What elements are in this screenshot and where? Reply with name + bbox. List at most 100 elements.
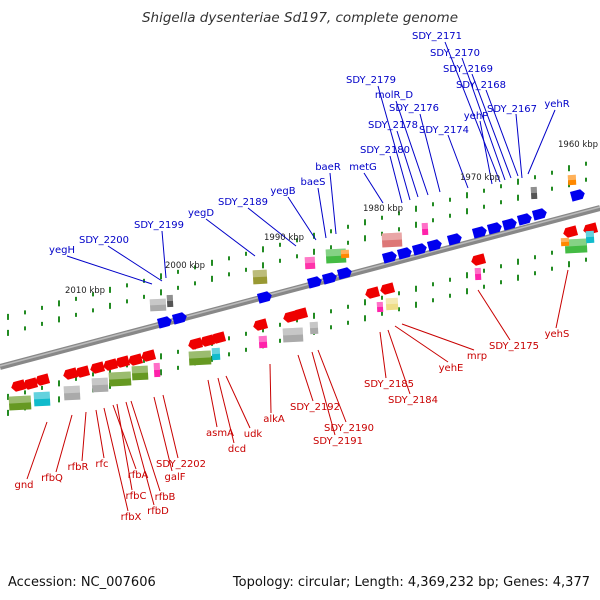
reverse-feature-box[interactable]	[560, 237, 570, 247]
gene-label-sdy-2192[interactable]: SDY_2192	[290, 402, 340, 413]
gene-label-sdy-2171[interactable]: SDY_2171	[412, 31, 462, 42]
forward-gene-arrow[interactable]	[501, 217, 518, 231]
forward-gene-arrow[interactable]	[336, 266, 353, 280]
forward-gene-arrow[interactable]	[486, 221, 503, 235]
forward-feature-box[interactable]	[149, 298, 167, 312]
reverse-gene-arrow[interactable]	[22, 377, 39, 390]
reverse-gene-arrow[interactable]	[127, 353, 144, 366]
reverse-feature-box[interactable]	[153, 362, 161, 378]
gene-label-yehs[interactable]: yehS	[545, 329, 570, 340]
reverse-gene-arrow[interactable]	[114, 355, 131, 368]
gene-label-sdy-2184[interactable]: SDY_2184	[388, 395, 438, 406]
forward-gene-arrow[interactable]	[446, 232, 463, 246]
reverse-gene-arrow[interactable]	[292, 307, 309, 320]
reverse-gene-arrow[interactable]	[62, 367, 79, 380]
reverse-gene-arrow[interactable]	[252, 318, 269, 331]
reverse-gene-arrow[interactable]	[187, 337, 204, 350]
reverse-gene-arrow[interactable]	[210, 331, 227, 344]
forward-gene-arrow[interactable]	[531, 207, 548, 221]
gene-label-sdy-2168[interactable]: SDY_2168	[456, 80, 506, 91]
gene-label-alka[interactable]: alkA	[263, 414, 285, 425]
reverse-feature-box[interactable]	[309, 321, 319, 335]
gene-label-baer[interactable]: baeR	[315, 162, 341, 173]
forward-gene-arrow[interactable]	[411, 242, 428, 256]
forward-gene-arrow[interactable]	[306, 275, 323, 289]
reverse-feature-box[interactable]	[585, 230, 595, 244]
gene-label-sdy-2190[interactable]: SDY_2190	[324, 423, 374, 434]
reverse-feature-box[interactable]	[108, 371, 132, 387]
reverse-gene-arrow[interactable]	[199, 334, 216, 347]
gene-label-rfbx[interactable]: rfbX	[121, 512, 142, 523]
gene-label-rfbd[interactable]: rfbD	[147, 506, 169, 517]
reverse-feature-box[interactable]	[63, 385, 81, 401]
gene-label-sdy-2200[interactable]: SDY_2200	[79, 235, 129, 246]
reverse-feature-box[interactable]	[564, 238, 588, 254]
reverse-feature-box[interactable]	[188, 350, 212, 366]
forward-feature-box[interactable]	[340, 249, 350, 259]
forward-gene-arrow[interactable]	[256, 290, 273, 304]
gene-label-sdy-2191[interactable]: SDY_2191	[313, 436, 363, 447]
forward-feature-box[interactable]	[421, 222, 429, 236]
forward-feature-box[interactable]	[166, 294, 174, 308]
forward-gene-arrow[interactable]	[426, 238, 443, 252]
gene-label-yehp[interactable]: yehP	[464, 111, 488, 122]
reverse-gene-arrow[interactable]	[379, 282, 396, 295]
forward-gene-arrow[interactable]	[381, 250, 398, 264]
gene-label-yegd[interactable]: yegD	[188, 208, 214, 219]
reverse-feature-box[interactable]	[376, 301, 384, 313]
gene-label-sdy-2199[interactable]: SDY_2199	[134, 220, 184, 231]
reverse-gene-arrow[interactable]	[562, 225, 579, 238]
forward-feature-box[interactable]	[375, 208, 385, 216]
forward-gene-arrow[interactable]	[156, 315, 173, 329]
reverse-gene-arrow[interactable]	[89, 361, 106, 374]
reverse-feature-box[interactable]	[131, 365, 149, 381]
reverse-gene-arrow[interactable]	[10, 379, 27, 392]
gene-label-sdy-2175[interactable]: SDY_2175	[489, 341, 539, 352]
reverse-feature-box[interactable]	[33, 391, 51, 407]
forward-gene-arrow[interactable]	[396, 246, 413, 260]
reverse-gene-arrow[interactable]	[470, 253, 487, 266]
reverse-gene-arrow[interactable]	[74, 365, 91, 378]
gene-label-dcd[interactable]: dcd	[228, 444, 246, 455]
gene-label-rfbq[interactable]: rfbQ	[41, 473, 63, 484]
gene-label-yegh[interactable]: yegH	[49, 245, 75, 256]
gene-label-sdy-2170[interactable]: SDY_2170	[430, 48, 480, 59]
reverse-gene-arrow[interactable]	[364, 286, 381, 299]
gene-label-metg[interactable]: metG	[349, 162, 377, 173]
forward-feature-box[interactable]	[567, 174, 577, 186]
gene-label-sdy-2169[interactable]: SDY_2169	[443, 64, 493, 75]
forward-feature-box[interactable]	[381, 232, 403, 248]
gene-label-molr-d[interactable]: molR_D	[375, 90, 414, 101]
forward-gene-arrow[interactable]	[321, 271, 338, 285]
reverse-feature-box[interactable]	[282, 327, 304, 343]
reverse-gene-arrow[interactable]	[34, 373, 51, 386]
gene-label-rfbr[interactable]: rfbR	[68, 462, 89, 473]
reverse-feature-box[interactable]	[258, 335, 268, 349]
gene-label-yehr[interactable]: yehR	[544, 99, 569, 110]
gene-label-galf[interactable]: galF	[164, 472, 185, 483]
forward-feature-box[interactable]	[530, 186, 538, 200]
reverse-feature-box[interactable]	[385, 297, 399, 311]
reverse-gene-arrow[interactable]	[102, 358, 119, 371]
gene-label-rfba[interactable]: rfbA	[128, 470, 149, 481]
forward-gene-arrow[interactable]	[569, 188, 586, 202]
gene-label-rfbb[interactable]: rfbB	[155, 492, 176, 503]
forward-gene-arrow[interactable]	[516, 212, 533, 226]
gene-label-yehe[interactable]: yehE	[439, 363, 464, 374]
gene-label-rfbc[interactable]: rfbC	[126, 491, 147, 502]
reverse-feature-box[interactable]	[91, 377, 109, 393]
reverse-feature-box[interactable]	[474, 267, 482, 281]
forward-feature-box[interactable]	[304, 256, 316, 270]
gene-label-baes[interactable]: baeS	[301, 177, 326, 188]
reverse-gene-arrow[interactable]	[140, 349, 157, 362]
gene-label-sdy-2179[interactable]: SDY_2179	[346, 75, 396, 86]
gene-label-sdy-2202[interactable]: SDY_2202	[156, 459, 206, 470]
forward-feature-box[interactable]	[252, 269, 268, 285]
gene-label-sdy-2180[interactable]: SDY_2180	[360, 145, 410, 156]
gene-label-sdy-2174[interactable]: SDY_2174	[419, 125, 469, 136]
gene-label-sdy-2189[interactable]: SDY_2189	[218, 197, 268, 208]
gene-label-sdy-2185[interactable]: SDY_2185	[364, 379, 414, 390]
gene-label-asma[interactable]: asmA	[206, 428, 234, 439]
gene-label-sdy-2178[interactable]: SDY_2178	[368, 120, 418, 131]
gene-label-yegb[interactable]: yegB	[270, 186, 295, 197]
